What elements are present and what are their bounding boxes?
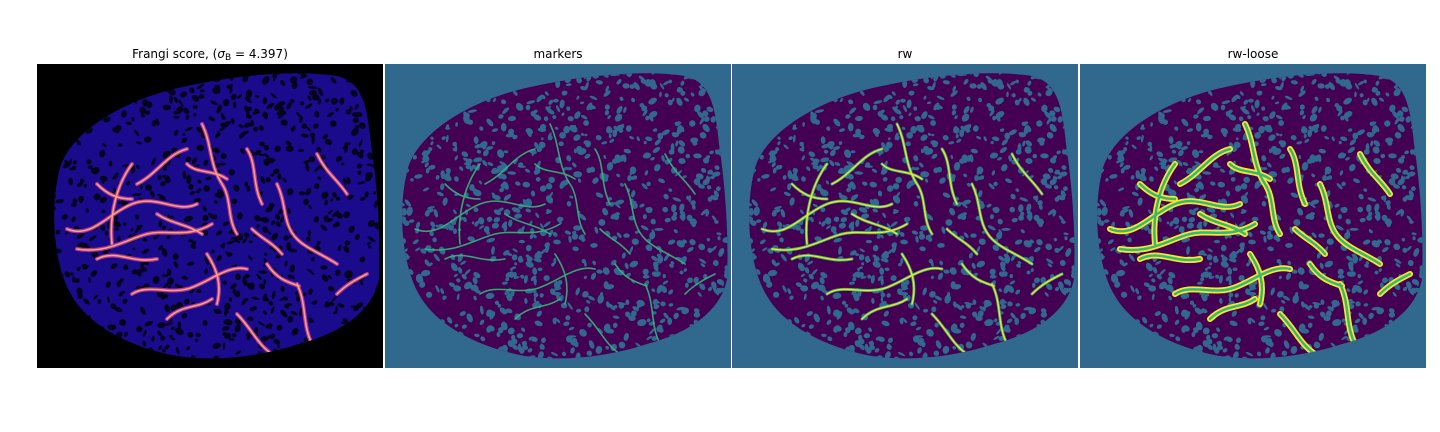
frangi-title: Frangi score, (σB = 4.397) [132,47,288,63]
rw-title: rw [897,47,913,61]
rw-loose-title: rw-loose [1227,47,1279,61]
rw-panel: rw [732,44,1078,368]
frangi-panel: Frangi score, (σB = 4.397) [37,44,383,368]
markers-title: markers [533,47,583,61]
markers-panel: markers [385,44,731,368]
rw-image [732,64,1078,368]
rw-loose-image [1080,64,1426,368]
frangi-image [37,64,383,368]
markers-image [385,64,731,368]
rw-loose-panel: rw-loose [1080,44,1426,368]
